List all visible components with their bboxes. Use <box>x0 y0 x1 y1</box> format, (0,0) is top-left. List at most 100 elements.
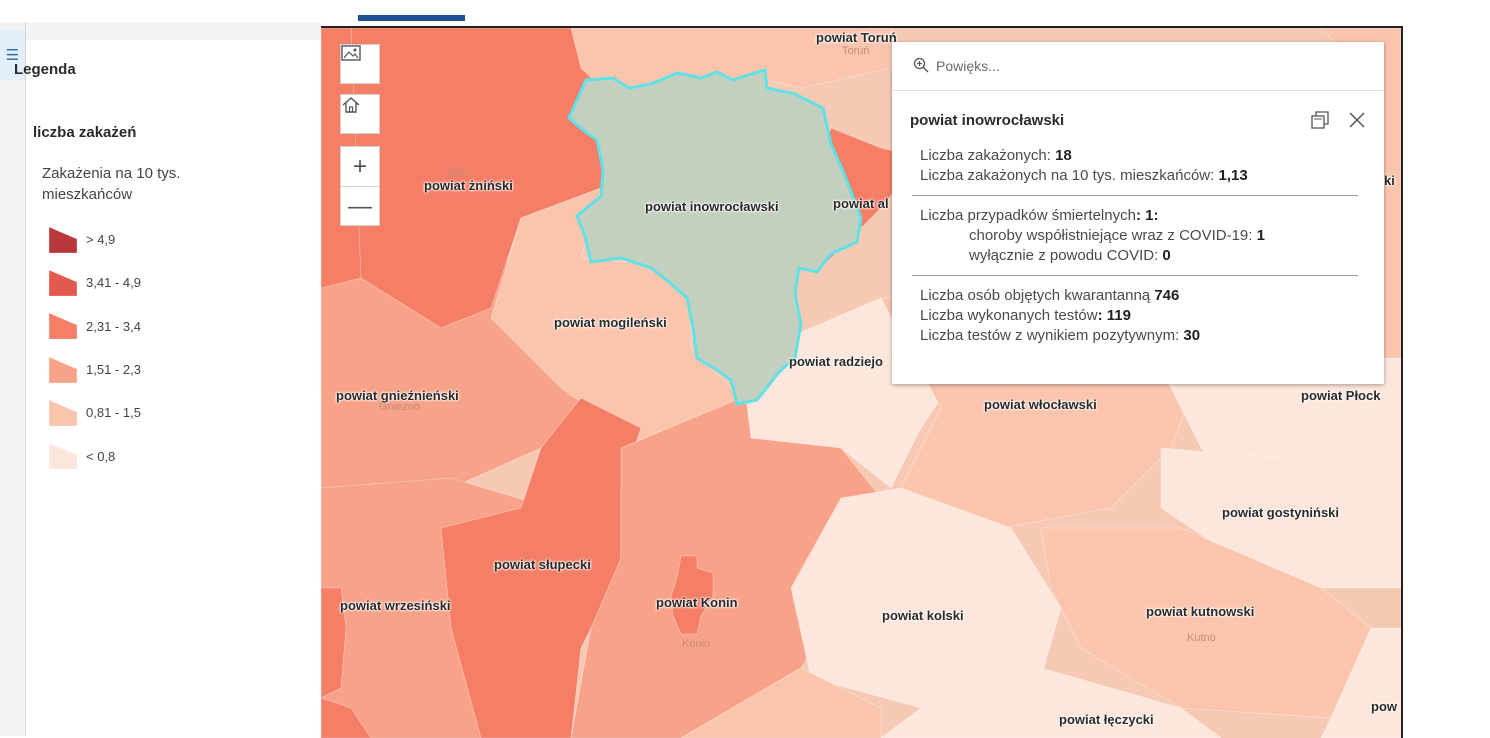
legend-swatch <box>48 399 78 427</box>
map-label-plock: powiat Płock <box>1301 388 1381 403</box>
comorbid-value: 1 <box>1256 227 1265 244</box>
region-konin-city[interactable] <box>670 555 714 635</box>
zoom-in-button[interactable]: + <box>352 152 367 180</box>
legend-item-label: < 0,8 <box>86 448 116 464</box>
map-label-zninski: powiat żniński <box>424 178 513 193</box>
positive-value: 30 <box>1183 327 1201 344</box>
comorbid-line: choroby współistniejące wraz z COVID-19:… <box>920 226 1360 246</box>
map-label-al: powiat al <box>833 196 889 211</box>
swatch-shape[interactable] <box>48 399 78 427</box>
quarantine-label: Liczba osób objętych kwarantanną <box>920 287 1155 304</box>
deaths-line: Liczba przypadków śmiertelnych: 1: <box>920 206 1360 226</box>
legend-item: 2,31 - 3,4 <box>48 305 141 348</box>
region-inowroclawski-highlight[interactable] <box>567 68 863 406</box>
map-label-wloclawski: powiat włocławski <box>984 397 1097 412</box>
map-label-inowroclawski: powiat inowrocławski <box>645 199 779 214</box>
deaths-value: : 1: <box>1135 207 1159 224</box>
map-label-torun-small: Toruń <box>842 45 870 57</box>
region-east-edge[interactable] <box>1320 627 1401 738</box>
zoom-in-icon[interactable] <box>913 57 929 73</box>
map-label-gniezno-small: Gniezno <box>379 401 420 413</box>
map-label-kutno-small: Kutno <box>1187 632 1216 644</box>
dock-icon[interactable] <box>1310 110 1330 130</box>
swatch-shape[interactable] <box>48 269 78 297</box>
covid-only-label: wyłącznie z powodu COVID: <box>969 247 1163 264</box>
close-icon[interactable] <box>1347 110 1367 130</box>
home-icon <box>342 97 360 113</box>
legend-title: Legenda <box>14 61 76 78</box>
map-label-radziejo: powiat radziejo <box>789 354 883 369</box>
legend-item: 1,51 - 2,3 <box>48 348 141 391</box>
basemap-gallery-button[interactable] <box>340 44 380 84</box>
positive-line: Liczba testów z wynikiem pozytywnym: 30 <box>920 326 1360 346</box>
legend-swatch <box>48 356 78 383</box>
map-label-konin-small: Konin <box>682 638 711 650</box>
home-button[interactable] <box>340 94 380 134</box>
tests-line: Liczba wykonanych testów: 119 <box>920 306 1360 326</box>
legend-field-title: Zakażenia na 10 tys. mieszkańców <box>42 165 181 203</box>
popup-content: Liczba zakażonych: 18 Liczba zakażonych … <box>912 146 1360 346</box>
map-label-torun: powiat Toruń <box>816 30 897 45</box>
region-south-edge[interactable] <box>680 667 882 738</box>
active-tab-indicator[interactable] <box>358 15 465 21</box>
legend-item-label: 0,81 - 1,5 <box>86 405 141 421</box>
quarantine-line: Liczba osób objętych kwarantanną 746 <box>920 286 1360 306</box>
zoom-controls: + — <box>340 146 380 226</box>
map-label-gnieznienski: powiat gnieźnieński <box>336 388 459 403</box>
map-label-pow-edge: pow <box>1371 699 1397 714</box>
legend-swatch <box>48 269 78 297</box>
tests-value: : 119 <box>1097 307 1131 324</box>
positive-label: Liczba testów z wynikiem pozytywnym: <box>920 327 1184 344</box>
covid-only-value: 0 <box>1162 247 1171 264</box>
legend-item-label: > 4,9 <box>86 232 116 248</box>
divider <box>912 275 1358 276</box>
side-strip <box>0 22 26 736</box>
map-label-mogilenski: powiat mogileński <box>554 315 667 330</box>
tests-label: Liczba wykonanych testów <box>920 307 1098 324</box>
legend-layer-title: liczba zakażeń <box>33 124 137 141</box>
swatch-shape[interactable] <box>48 226 78 253</box>
map-label-znin-small: Żnin <box>447 166 469 178</box>
per10k-value: 1,13 <box>1218 167 1248 184</box>
region-slupecki[interactable] <box>440 397 642 738</box>
legend-item: > 4,9 <box>48 218 141 261</box>
region-leczycki[interactable] <box>880 667 1222 738</box>
legend-item-label: 1,51 - 2,3 <box>86 362 141 378</box>
legend-item: 3,41 - 4,9 <box>48 261 141 304</box>
legend-swatch <box>48 226 78 253</box>
popup-search-row <box>892 42 1384 91</box>
map-canvas <box>321 28 1401 738</box>
map-label-konin: powiat Konin <box>656 595 738 610</box>
per10k-line: Liczba zakażonych na 10 tys. mieszkańców… <box>920 166 1360 186</box>
swatch-shape[interactable] <box>48 356 78 383</box>
region-west-edge-a[interactable] <box>321 587 347 699</box>
list-icon: ☰ <box>5 47 20 64</box>
infections-value: 18 <box>1055 147 1072 164</box>
quarantine-value: 746 <box>1154 287 1180 304</box>
map-label-kutnowski: powiat kutnowski <box>1146 604 1255 619</box>
map-label-ki-edge: ki <box>1384 173 1395 188</box>
swatch-shape[interactable] <box>48 442 78 470</box>
per10k-label: Liczba zakażonych na 10 tys. mieszkańców… <box>920 167 1219 184</box>
map-label-wrzesinski: powiat wrzesiński <box>340 598 451 613</box>
map-label-gostyninski: powiat gostyniński <box>1222 505 1340 520</box>
zoom-out-button[interactable]: — <box>341 186 379 226</box>
legend-item: < 0,8 <box>48 434 141 477</box>
popup-title: powiat inowrocławski <box>910 112 1065 129</box>
comorbid-label: choroby współistniejące wraz z COVID-19: <box>969 227 1257 244</box>
map-label-slupecki: powiat słupecki <box>494 557 591 572</box>
swatch-shape[interactable] <box>48 312 78 340</box>
infections-label: Liczba zakażonych: <box>920 147 1056 164</box>
popup-search-input[interactable] <box>936 54 1356 78</box>
region-west-edge-b[interactable] <box>321 697 372 738</box>
feature-popup: powiat inowrocławski Liczba zakażonych: … <box>892 42 1384 384</box>
legend-item-label: 3,41 - 4,9 <box>86 275 141 291</box>
legend-toggle-button[interactable]: ☰ <box>0 30 25 80</box>
covid-only-line: wyłącznie z powodu COVID: 0 <box>920 246 1360 266</box>
image-icon <box>341 45 361 61</box>
divider <box>912 195 1358 196</box>
panel-header-bar <box>26 22 321 40</box>
deaths-label: Liczba przypadków śmiertelnych <box>920 207 1136 224</box>
map-view[interactable]: powiat Toruń Toruń Żnin powiat żniński p… <box>321 26 1403 738</box>
legend-swatch <box>48 442 78 470</box>
